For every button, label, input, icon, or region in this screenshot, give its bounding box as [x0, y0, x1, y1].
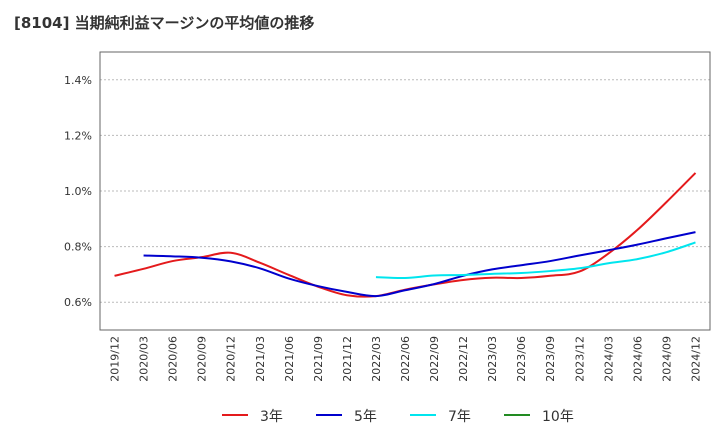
plot-area [99, 51, 711, 331]
y-tick-label: 1.2% [64, 129, 92, 142]
line-chart: 0.6% 0.8% 1.0% 1.2% 1.4% 2019/12 2020/03 2020/0… [64, 51, 720, 382]
legend-label-5y: 5年 [354, 409, 377, 425]
x-tick-label: 2024/12 [689, 336, 702, 382]
x-tick-label: 2022/12 [457, 336, 470, 382]
x-tick-label: 2023/06 [515, 336, 528, 382]
legend-swatch-7y [410, 414, 436, 416]
y-tick-label: 1.0% [64, 185, 92, 198]
x-tick-label: 2024/03 [602, 336, 615, 382]
x-tick-label: 2024/06 [631, 336, 644, 382]
legend-label-10y: 10年 [542, 409, 574, 425]
series-line-7y [375, 241, 696, 280]
x-tick-label: 2022/09 [428, 336, 441, 382]
x-tick-label: 2021/06 [283, 336, 296, 382]
legend-label-7y: 7年 [448, 409, 471, 425]
x-tick-label: 2021/09 [312, 336, 325, 382]
y-tick-label: 0.8% [64, 241, 92, 254]
x-tick-label: 2020/09 [196, 336, 209, 382]
x-tick-label: 2019/12 [109, 336, 122, 382]
legend-label-3y: 3年 [260, 409, 283, 425]
x-tick-label: 2021/12 [341, 336, 354, 382]
x-tick-label: 2022/06 [399, 336, 412, 382]
x-tick-label: 2023/12 [573, 336, 586, 382]
chart-title: [8104] 当期純利益マージンの平均値の推移 [14, 14, 315, 32]
legend-swatch-5y [316, 414, 342, 416]
series-line-5y [143, 231, 696, 298]
x-tick-label: 2023/03 [486, 336, 499, 382]
x-tick-label: 2020/06 [167, 336, 180, 382]
y-tick-label: 0.6% [64, 296, 92, 309]
x-tick-label: 2022/03 [370, 336, 383, 382]
y-tick-label: 1.4% [64, 74, 92, 87]
x-tick-label: 2020/12 [225, 336, 238, 382]
x-tick-label: 2023/09 [544, 336, 557, 382]
x-tick-label: 2024/09 [660, 336, 673, 382]
x-tick-label: 2025/03 [719, 336, 720, 382]
legend-swatch-3y [222, 414, 248, 416]
x-tick-label: 2020/03 [138, 336, 151, 382]
x-tick-label: 2021/03 [254, 336, 267, 382]
legend-swatch-10y [504, 414, 530, 416]
chart-legend: 3年 5年 7年 10年 [0, 400, 720, 430]
